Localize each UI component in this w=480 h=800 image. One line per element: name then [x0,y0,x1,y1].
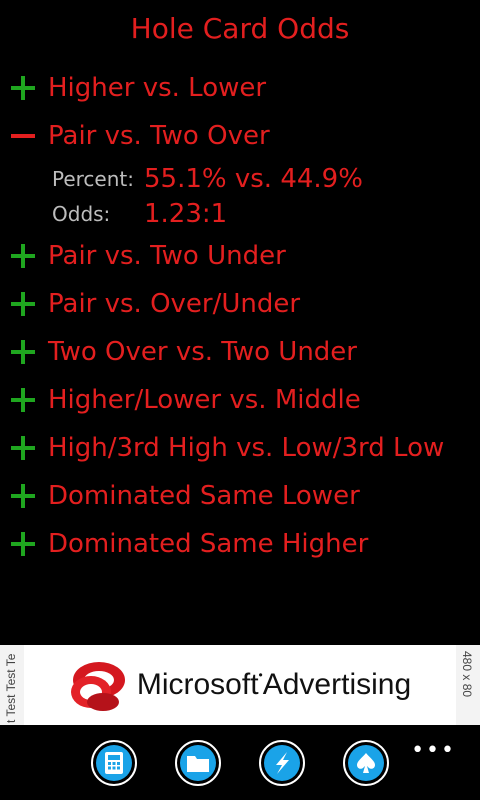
page-title: Hole Card Odds [130,12,350,45]
section-dominated-same-higher[interactable]: Dominated Same Higher [0,522,480,566]
calculator-button[interactable] [91,740,137,786]
percent-label: Percent: [52,167,134,191]
odds-value: 1.23:1 [144,199,228,229]
folder-icon [187,756,209,772]
expand-plus-icon[interactable] [0,66,48,110]
microsoft-advertising-logo-icon [70,662,125,711]
lightning-button[interactable] [259,740,305,786]
spade-button[interactable] [343,740,389,786]
ad-brand-name: Microsoft [136,668,259,701]
expand-plus-icon[interactable] [0,378,48,422]
ad-test-strip: t Test Test Te [0,645,24,725]
section-pair-vs-two-under[interactable]: Pair vs. Two Under [0,234,480,278]
section-label[interactable]: High/3rd High vs. Low/3rd Low [48,433,445,463]
expand-plus-icon[interactable] [0,282,48,326]
ad-size-text: 480 x 80 [460,651,474,698]
section-label[interactable]: Dominated Same Higher [48,529,369,559]
expand-plus-icon[interactable] [0,330,48,374]
section-two-over-vs-two-under[interactable]: Two Over vs. Two Under [0,330,480,374]
section-high-3rd-high-vs-low-3rd-low[interactable]: High/3rd High vs. Low/3rd Low [0,426,480,470]
section-label[interactable]: Higher/Lower vs. Middle [48,385,361,415]
lightning-icon [276,752,289,774]
expand-plus-icon[interactable] [0,426,48,470]
section-label[interactable]: Pair vs. Two Under [48,241,286,271]
section-higher-lower-vs-middle[interactable]: Higher/Lower vs. Middle [0,378,480,422]
section-higher-vs-lower[interactable]: Higher vs. Lower [0,66,480,110]
odds-row: Odds: 1.23:1 [52,197,227,231]
ad-test-text: t Test Test Te [4,653,18,723]
section-pair-vs-two-over[interactable]: Pair vs. Two Over [0,114,480,158]
section-label[interactable]: Dominated Same Lower [48,481,360,511]
expand-plus-icon[interactable] [0,522,48,566]
ad-size-strip: 480 x 80 [456,645,480,725]
spade-icon [357,753,375,773]
expand-plus-icon[interactable] [0,234,48,278]
section-label[interactable]: Higher vs. Lower [48,73,267,103]
ad-banner[interactable]: t Test Test Te Microsoft•Advertising 480… [0,645,480,725]
ad-brand-text: Microsoft•Advertising [136,668,412,701]
app-bar: ••• [0,730,480,800]
odds-label: Odds: [52,202,111,226]
section-dominated-same-lower[interactable]: Dominated Same Lower [0,474,480,518]
section-pair-vs-over-under[interactable]: Pair vs. Over/Under [0,282,480,326]
collapse-minus-icon[interactable] [0,114,48,158]
ad-content[interactable]: Microsoft•Advertising [24,656,456,714]
folder-button[interactable] [175,740,221,786]
ad-brand-suffix: Advertising [262,668,412,701]
calculator-icon [105,752,123,774]
percent-value: 55.1% vs. 44.9% [144,164,363,194]
percent-row: Percent: 55.1% vs. 44.9% [52,162,363,196]
section-label[interactable]: Pair vs. Over/Under [48,289,301,319]
more-menu-icon[interactable]: ••• [411,738,456,763]
section-label[interactable]: Pair vs. Two Over [48,121,270,151]
section-label[interactable]: Two Over vs. Two Under [48,337,357,367]
expand-plus-icon[interactable] [0,474,48,518]
